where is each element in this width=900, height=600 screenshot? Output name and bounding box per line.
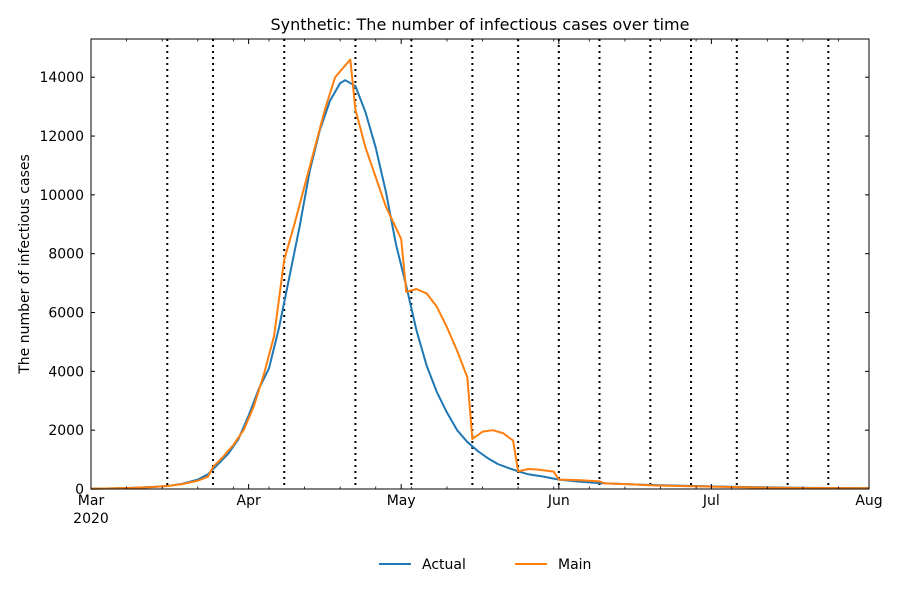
legend-label-actual: Actual	[422, 557, 466, 573]
y-tick-label: 2000	[48, 423, 84, 439]
chart-title: Synthetic: The number of infectious case…	[271, 15, 690, 34]
legend-label-main: Main	[558, 557, 591, 573]
series-line-main	[90, 58, 870, 490]
x-tick-label: Jun	[547, 493, 570, 509]
y-tick-label: 12000	[39, 129, 84, 145]
axes-frame	[90, 38, 870, 490]
x-tick-label: Aug	[855, 493, 882, 509]
y-tick-label: 6000	[48, 306, 84, 322]
y-tick-label: 8000	[48, 247, 84, 263]
y-axis-label: The number of infectious cases	[17, 154, 33, 375]
y-tick-label: 10000	[39, 188, 84, 204]
x-tick-label: Jul	[702, 493, 720, 509]
x-tick-sublabel: 2020	[73, 511, 109, 527]
y-tick-label: 14000	[39, 70, 84, 86]
x-tick-label: Apr	[237, 493, 261, 509]
series-line-actual	[90, 79, 870, 490]
y-tick-label: 4000	[48, 364, 84, 380]
plot-area: 0 2000 4000 6000 8000 10000 12000 14000 Mar 2020 A…	[39, 38, 883, 527]
legend: Actual Main	[379, 557, 591, 573]
x-tick-label: May	[387, 493, 416, 509]
x-tick-label: Mar	[78, 493, 105, 509]
y-tick-label: 0	[75, 482, 84, 498]
